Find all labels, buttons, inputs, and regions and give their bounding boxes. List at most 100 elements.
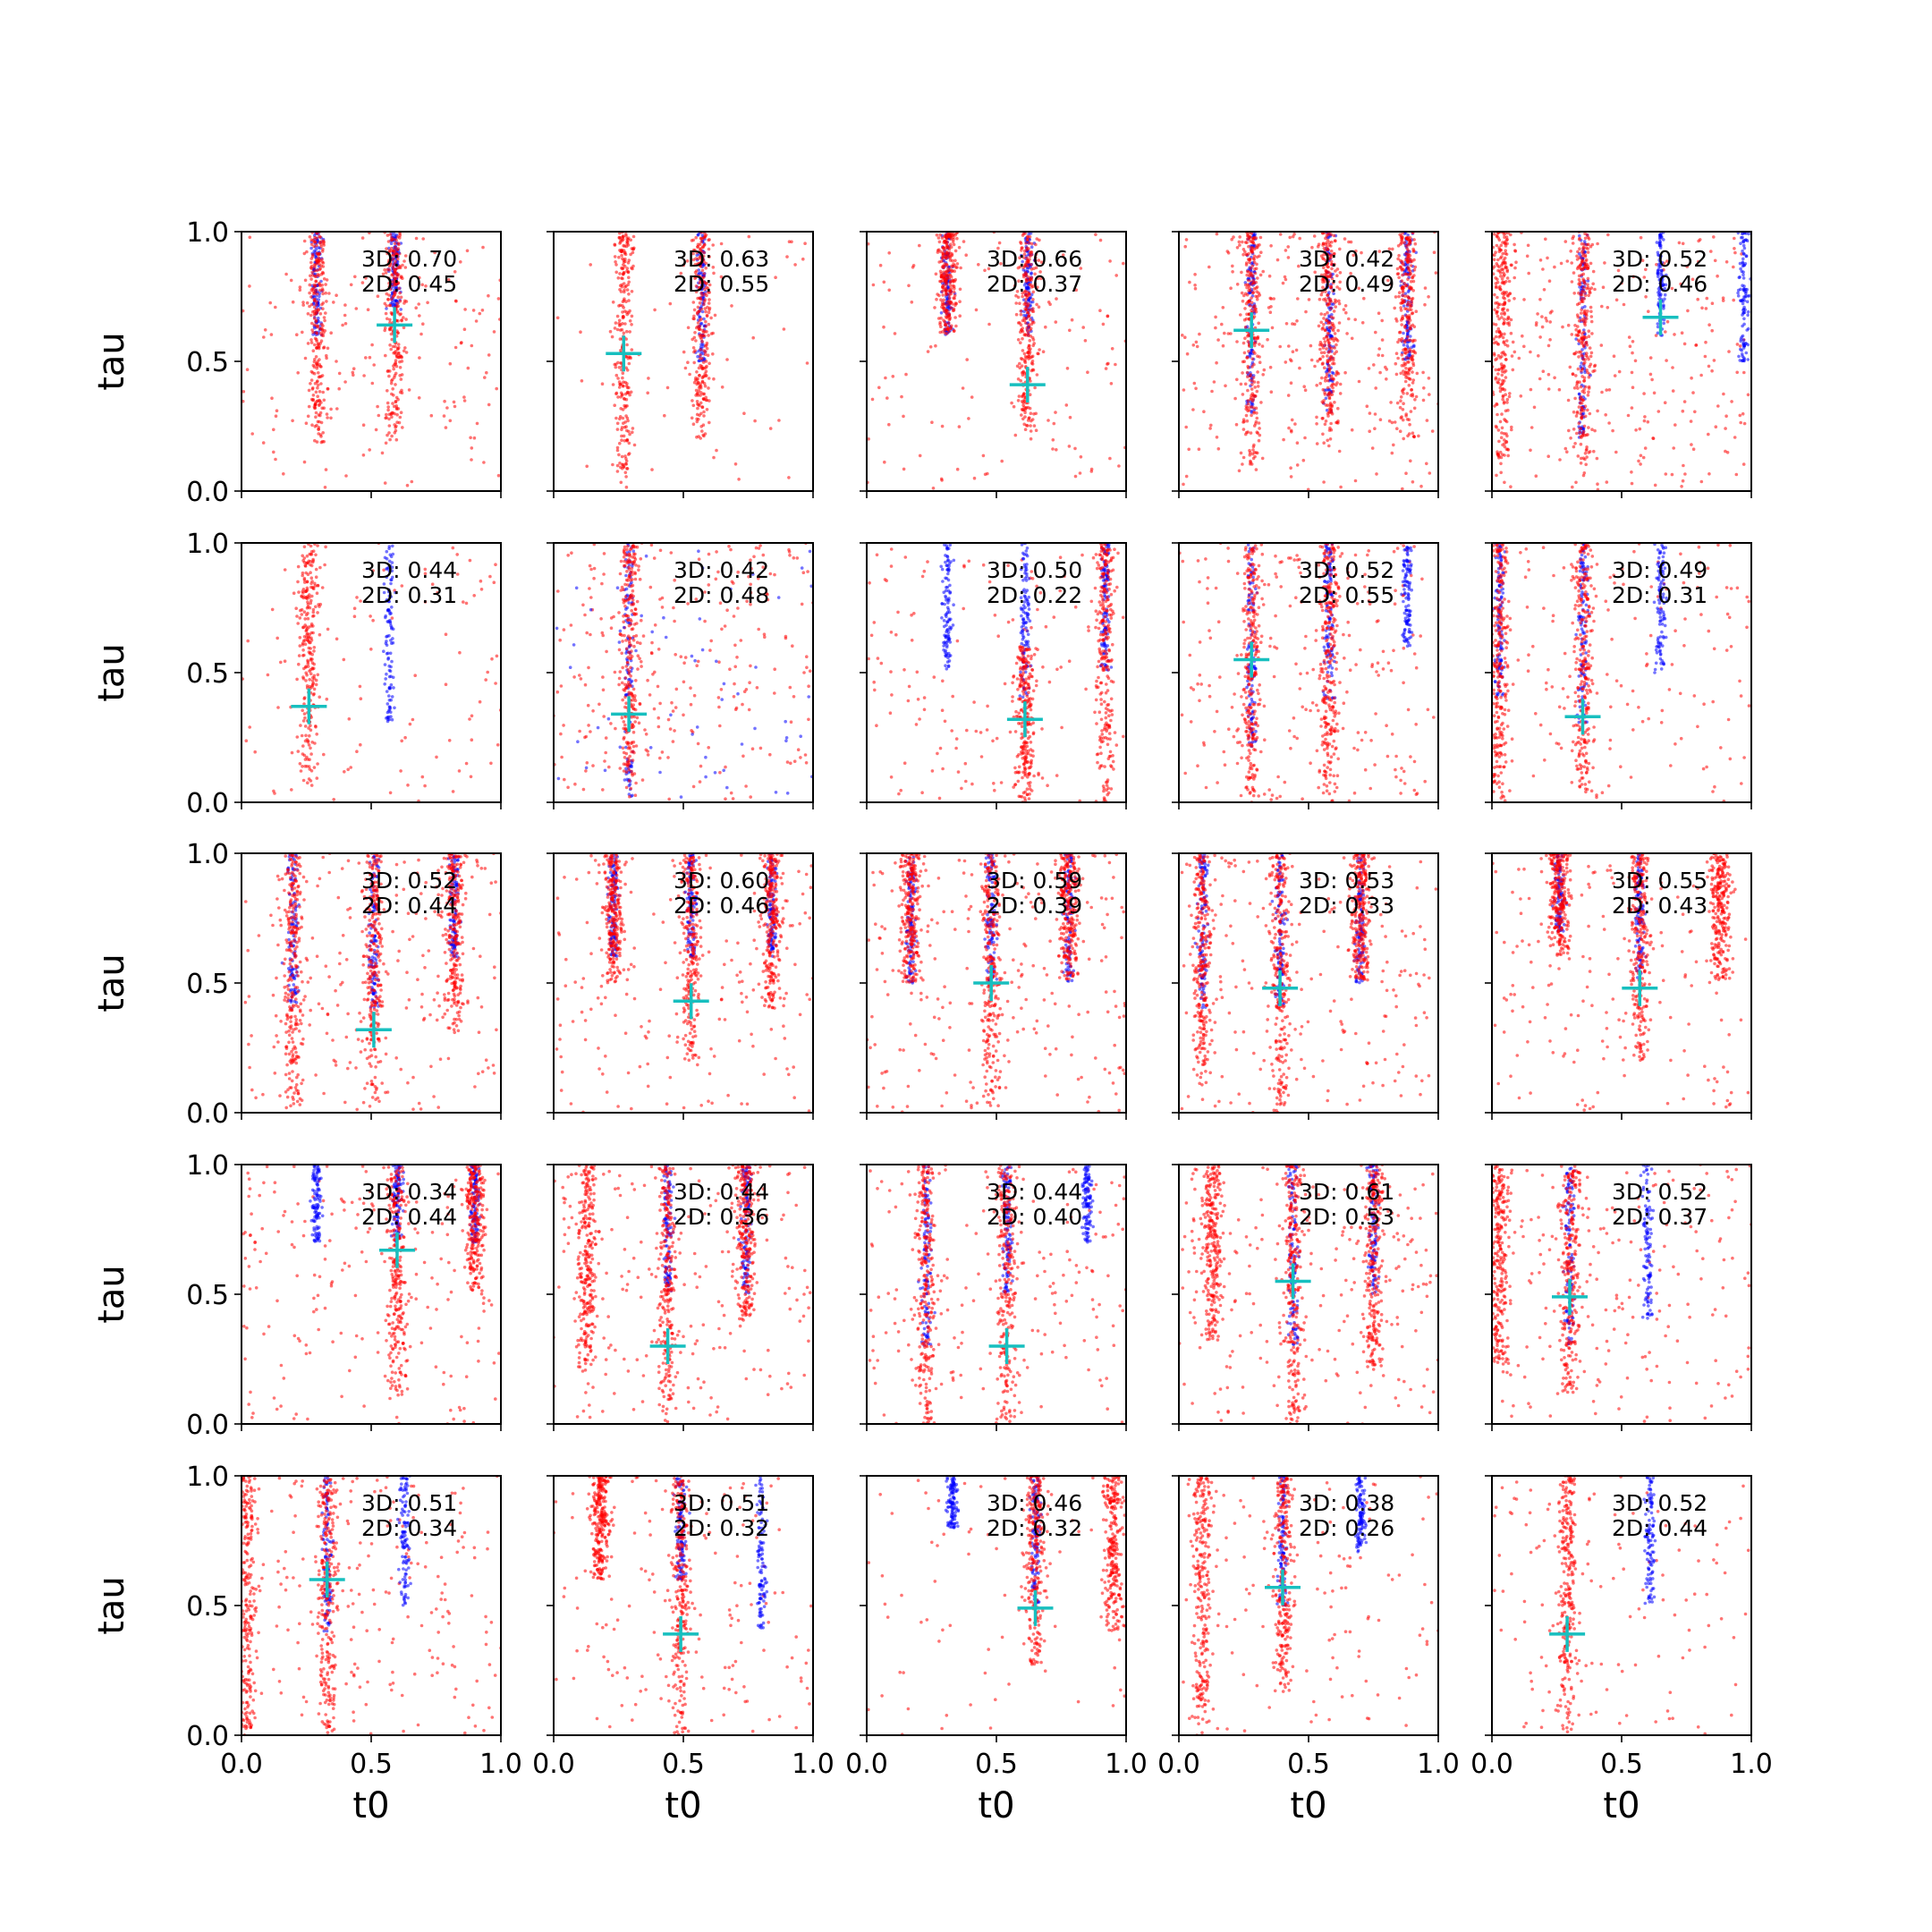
sample-point (940, 274, 944, 277)
sample-point (1572, 352, 1576, 356)
sample-point (1197, 447, 1201, 452)
sample-point (620, 454, 624, 459)
sample-point (1399, 235, 1403, 240)
sample-point (389, 326, 394, 330)
sample-point (1581, 272, 1586, 276)
sample-point (1704, 340, 1707, 344)
sample-point (317, 371, 320, 375)
sample-point (1320, 327, 1325, 331)
sample-point (1017, 279, 1021, 284)
sample-point (315, 302, 318, 307)
sample-point (787, 240, 792, 244)
sample-point (1309, 358, 1314, 362)
sample-point (1408, 273, 1412, 276)
sample-point (702, 302, 706, 307)
sample-point (1326, 293, 1330, 297)
sample-point (1425, 462, 1428, 466)
sample-point (936, 250, 940, 254)
sample-point (1660, 280, 1664, 284)
sample-point (704, 344, 708, 348)
sample-point (1736, 291, 1740, 295)
sample-point (702, 300, 707, 304)
sample-point (309, 277, 313, 281)
sample-point (1023, 408, 1027, 412)
sample-point (1724, 260, 1729, 264)
sample-point (1322, 266, 1326, 270)
sample-point (321, 334, 326, 338)
sample-point (1563, 446, 1568, 451)
sample-point (478, 311, 482, 316)
sample-point (329, 416, 333, 420)
sample-point (695, 419, 699, 424)
sample-point (1342, 308, 1346, 311)
sample-point (1577, 392, 1581, 396)
sample-point (699, 343, 703, 347)
sample-point (1269, 297, 1274, 301)
sample-point (387, 374, 391, 378)
sample-point (394, 289, 398, 292)
sample-point (938, 322, 942, 326)
sample-point (1193, 273, 1197, 276)
sample-point (1316, 359, 1319, 363)
sample-point (1289, 428, 1293, 433)
sample-point (1579, 385, 1583, 389)
sample-point (1400, 241, 1403, 245)
sample-point (1244, 261, 1249, 265)
sample-point (1357, 379, 1361, 384)
sample-point (700, 405, 704, 409)
sample-point (1408, 422, 1411, 427)
sample-point (1600, 390, 1604, 394)
sample-point (1495, 243, 1499, 248)
sample-point (934, 272, 938, 276)
sample-point (394, 371, 398, 376)
sample-point (1741, 307, 1746, 311)
sample-point (948, 250, 952, 255)
sample-point (1101, 322, 1106, 326)
sample-point (941, 251, 945, 255)
sample-point (700, 284, 704, 288)
sample-point (492, 330, 496, 334)
sample-point (1360, 250, 1363, 255)
sample-point (1322, 336, 1326, 341)
sample-point (696, 233, 700, 237)
sample-point (1739, 242, 1742, 246)
sample-point (314, 263, 318, 267)
sample-point (1326, 284, 1330, 288)
sample-point (1252, 380, 1257, 384)
sample-point (1035, 373, 1039, 377)
sample-point (935, 297, 938, 301)
sample-point (1530, 426, 1534, 429)
sample-point (1249, 459, 1252, 463)
sample-point (1502, 271, 1505, 275)
sample-point (608, 329, 613, 334)
sample-point (1325, 347, 1328, 351)
sample-point (309, 274, 312, 278)
sample-point (1513, 297, 1516, 301)
sample-point (1642, 392, 1646, 395)
sample-point (622, 282, 626, 285)
sample-point (1029, 254, 1032, 258)
sample-point (1295, 441, 1300, 445)
sample-point (1492, 337, 1496, 341)
sample-point (1724, 449, 1727, 453)
sample-point (1231, 264, 1234, 268)
sample-point (1505, 401, 1509, 404)
sample-point (392, 232, 396, 236)
sample-point (1326, 438, 1329, 443)
sample-point (625, 343, 629, 347)
sample-point (615, 327, 620, 332)
sample-point (1582, 424, 1587, 428)
sample-point (1579, 456, 1583, 461)
sample-point (579, 330, 582, 335)
sample-point (691, 346, 696, 350)
sample-point (1580, 367, 1584, 371)
sample-point (712, 455, 716, 460)
sample-point (1255, 430, 1259, 435)
sample-point (1525, 254, 1530, 258)
sample-point (317, 375, 321, 379)
sample-point (613, 326, 617, 330)
sample-point (1574, 414, 1579, 418)
sample-point (1627, 335, 1631, 339)
sample-point (309, 264, 314, 268)
sample-point (782, 327, 786, 331)
